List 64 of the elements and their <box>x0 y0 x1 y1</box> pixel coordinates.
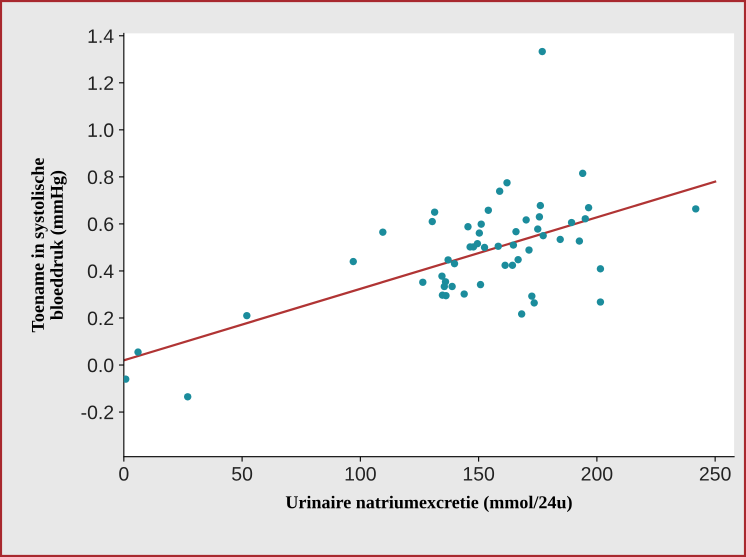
point <box>379 228 386 236</box>
point <box>534 225 542 233</box>
y-tick-label: 1.2 <box>88 76 114 90</box>
point <box>134 348 142 356</box>
x-tick-label: 200 <box>582 466 612 481</box>
y-tick-label: 0.8 <box>88 170 114 184</box>
y-tick-label: 0.6 <box>88 217 114 232</box>
point <box>501 262 509 269</box>
y-tick-label: 0.2 <box>88 311 114 326</box>
point <box>440 282 448 290</box>
point <box>438 272 446 280</box>
point <box>476 280 484 288</box>
point <box>584 204 592 212</box>
point <box>508 262 516 269</box>
point <box>430 208 438 216</box>
point <box>528 292 536 300</box>
point <box>464 223 472 230</box>
point <box>540 232 547 240</box>
x-axis-title: Urinaire natriumexcretie (mmol/24u) <box>286 496 572 512</box>
point <box>419 278 426 286</box>
y-tick-label: 1.4 <box>88 29 114 43</box>
point <box>596 298 604 306</box>
point <box>536 213 544 221</box>
point <box>576 237 584 245</box>
point <box>510 241 518 249</box>
x-tick-label: 100 <box>346 466 376 481</box>
point <box>444 256 452 264</box>
y-tick-label: 1.0 <box>88 123 114 138</box>
point <box>692 205 700 213</box>
point <box>503 179 511 186</box>
point <box>525 246 533 254</box>
point <box>582 215 589 222</box>
point <box>514 256 522 264</box>
point <box>476 229 484 237</box>
point <box>496 188 504 195</box>
point <box>350 258 357 266</box>
y-tick-label: 0.0 <box>88 358 114 372</box>
point <box>538 48 546 56</box>
point <box>448 282 456 290</box>
point <box>243 312 250 320</box>
point <box>512 228 520 236</box>
point <box>494 242 502 250</box>
point <box>460 290 468 298</box>
x-tick-label: 250 <box>700 466 731 481</box>
point <box>579 170 586 178</box>
point <box>596 265 604 273</box>
y-tick-label: -0.2 <box>81 406 114 420</box>
point <box>184 393 192 400</box>
y-axis-title: Toename in systolische bloeddruk (mmHg) <box>31 158 67 332</box>
point <box>536 202 544 210</box>
point <box>480 244 488 252</box>
point <box>428 218 436 226</box>
point <box>522 216 530 224</box>
point <box>450 260 458 268</box>
point <box>518 310 526 318</box>
point <box>478 220 485 228</box>
point <box>530 299 538 307</box>
y-tick-label: 0.4 <box>88 264 114 278</box>
point <box>556 236 564 244</box>
x-tick-label: 50 <box>232 466 252 481</box>
x-tick-label: 150 <box>464 466 494 481</box>
x-tick-label: 0 <box>119 466 128 481</box>
point <box>568 218 576 226</box>
point <box>484 206 492 214</box>
